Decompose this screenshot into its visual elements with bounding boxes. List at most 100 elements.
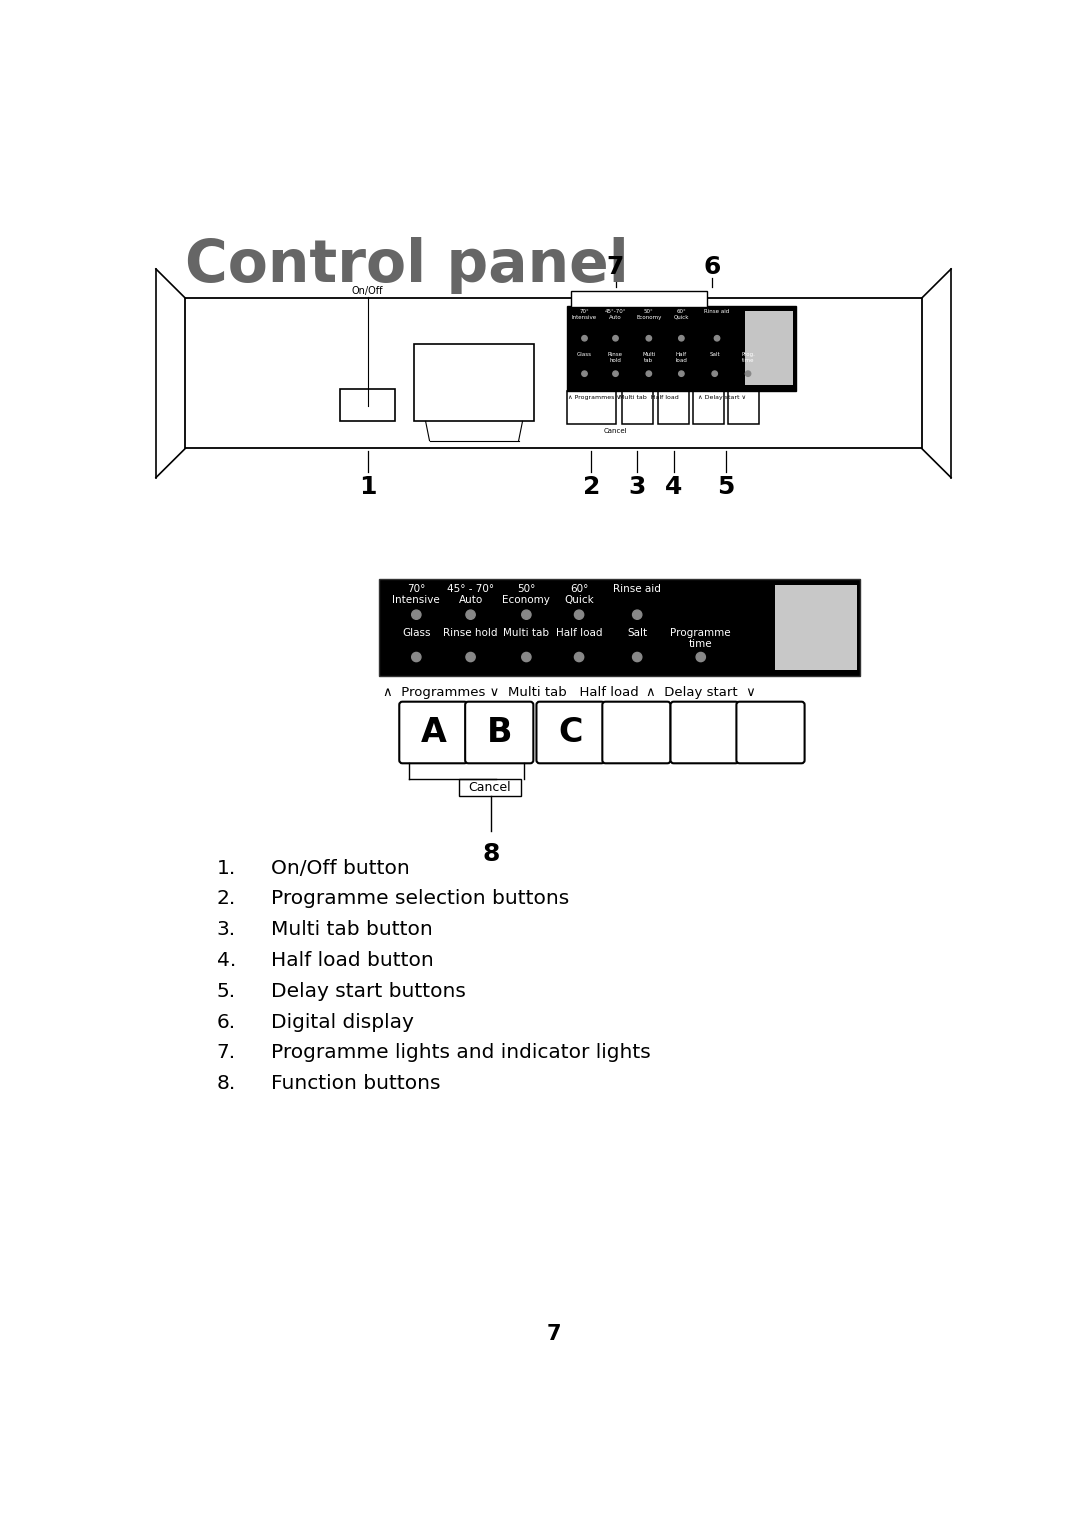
Text: 50°
Economy: 50° Economy bbox=[502, 584, 551, 605]
Text: Multi
tab: Multi tab bbox=[643, 352, 656, 362]
Bar bbox=[186, 298, 921, 448]
Circle shape bbox=[411, 610, 421, 619]
Circle shape bbox=[714, 335, 719, 341]
Text: Function buttons: Function buttons bbox=[271, 1073, 441, 1093]
Circle shape bbox=[712, 372, 717, 376]
Circle shape bbox=[465, 610, 475, 619]
Bar bbox=[414, 344, 535, 422]
Text: Rinse hold: Rinse hold bbox=[443, 628, 498, 638]
Text: Multi tab  Half load: Multi tab Half load bbox=[619, 394, 678, 401]
Text: Multi tab   Half load: Multi tab Half load bbox=[508, 685, 638, 699]
Text: 1: 1 bbox=[359, 476, 376, 500]
Text: 5.: 5. bbox=[217, 982, 235, 1000]
Circle shape bbox=[697, 653, 705, 662]
Text: Delay start buttons: Delay start buttons bbox=[271, 982, 465, 1000]
Bar bbox=[693, 391, 724, 424]
Text: Half
load: Half load bbox=[675, 352, 687, 362]
Circle shape bbox=[646, 335, 651, 341]
Text: Digital display: Digital display bbox=[271, 1012, 414, 1032]
Text: 6.: 6. bbox=[217, 1012, 235, 1032]
Circle shape bbox=[522, 610, 531, 619]
Circle shape bbox=[678, 372, 684, 376]
Text: 3: 3 bbox=[629, 476, 646, 500]
Bar bbox=[775, 584, 856, 670]
Text: Programme lights and indicator lights: Programme lights and indicator lights bbox=[271, 1043, 650, 1063]
Text: Control panel: Control panel bbox=[186, 237, 630, 294]
Bar bbox=[567, 391, 616, 424]
Text: C: C bbox=[558, 716, 583, 749]
Text: Programme selection buttons: Programme selection buttons bbox=[271, 890, 569, 908]
Text: 4: 4 bbox=[665, 476, 683, 500]
Text: B: B bbox=[486, 716, 512, 749]
Text: ∧  Programmes ∨: ∧ Programmes ∨ bbox=[383, 685, 499, 699]
FancyBboxPatch shape bbox=[465, 702, 534, 763]
Circle shape bbox=[465, 653, 475, 662]
Text: ∧ Delay start ∨: ∧ Delay start ∨ bbox=[699, 394, 746, 401]
Text: 5: 5 bbox=[717, 476, 734, 500]
FancyBboxPatch shape bbox=[400, 702, 468, 763]
Text: 50°
Economy: 50° Economy bbox=[636, 309, 662, 320]
Circle shape bbox=[633, 653, 642, 662]
Text: 60°
Quick: 60° Quick bbox=[564, 584, 594, 605]
Text: 7: 7 bbox=[546, 1324, 561, 1344]
Circle shape bbox=[745, 372, 751, 376]
Bar bbox=[658, 391, 689, 424]
FancyBboxPatch shape bbox=[671, 702, 739, 763]
Circle shape bbox=[582, 335, 588, 341]
Text: 70°
Intensive: 70° Intensive bbox=[392, 584, 441, 605]
Text: 70°
Intensive: 70° Intensive bbox=[572, 309, 597, 320]
Text: Glass: Glass bbox=[577, 352, 592, 358]
Text: 2: 2 bbox=[583, 476, 600, 500]
Text: Rinse aid: Rinse aid bbox=[704, 309, 730, 313]
Text: 1.: 1. bbox=[216, 858, 235, 878]
Text: 6: 6 bbox=[704, 255, 721, 280]
Bar bbox=[571, 291, 707, 307]
FancyBboxPatch shape bbox=[537, 702, 605, 763]
Circle shape bbox=[633, 610, 642, 619]
Bar bbox=[728, 391, 759, 424]
Text: 45° - 70°
Auto: 45° - 70° Auto bbox=[447, 584, 495, 605]
Text: 8: 8 bbox=[483, 842, 500, 865]
FancyBboxPatch shape bbox=[737, 702, 805, 763]
Text: ∧  Delay start  ∨: ∧ Delay start ∨ bbox=[646, 685, 756, 699]
Text: Cancel: Cancel bbox=[469, 781, 511, 794]
Text: Rinse
hold: Rinse hold bbox=[608, 352, 623, 362]
Text: 3.: 3. bbox=[217, 920, 235, 939]
Text: Rinse aid: Rinse aid bbox=[613, 584, 661, 593]
Bar bbox=[340, 388, 394, 422]
Text: Programme
time: Programme time bbox=[671, 628, 731, 650]
Text: 7: 7 bbox=[607, 255, 624, 280]
Text: 2.: 2. bbox=[216, 890, 235, 908]
Circle shape bbox=[582, 372, 588, 376]
Text: On/Off: On/Off bbox=[352, 286, 383, 297]
Bar bbox=[745, 312, 793, 385]
Text: Salt: Salt bbox=[710, 352, 720, 358]
Text: Half load button: Half load button bbox=[271, 951, 433, 969]
Text: Cancel: Cancel bbox=[604, 428, 627, 434]
Circle shape bbox=[646, 372, 651, 376]
Text: Glass: Glass bbox=[402, 628, 431, 638]
Circle shape bbox=[678, 335, 684, 341]
Text: Multi tab button: Multi tab button bbox=[271, 920, 432, 939]
Circle shape bbox=[612, 335, 618, 341]
Bar bbox=[379, 579, 860, 676]
Circle shape bbox=[575, 610, 583, 619]
Text: ∧ Programmes ∨: ∧ Programmes ∨ bbox=[568, 394, 621, 401]
FancyBboxPatch shape bbox=[603, 702, 671, 763]
Text: Half load: Half load bbox=[556, 628, 603, 638]
Text: 7.: 7. bbox=[217, 1043, 235, 1063]
Circle shape bbox=[522, 653, 531, 662]
Circle shape bbox=[575, 653, 583, 662]
Bar bbox=[459, 778, 521, 795]
Text: 45°-70°
Auto: 45°-70° Auto bbox=[605, 309, 626, 320]
Bar bbox=[567, 306, 796, 390]
Text: Salt: Salt bbox=[627, 628, 647, 638]
Text: 4.: 4. bbox=[216, 951, 235, 969]
Text: Multi tab: Multi tab bbox=[503, 628, 550, 638]
Text: A: A bbox=[420, 716, 446, 749]
Text: 8.: 8. bbox=[216, 1073, 235, 1093]
Circle shape bbox=[411, 653, 421, 662]
Text: Prog.
time: Prog. time bbox=[741, 352, 755, 362]
Text: 60°
Quick: 60° Quick bbox=[674, 309, 689, 320]
Text: On/Off button: On/Off button bbox=[271, 858, 409, 878]
